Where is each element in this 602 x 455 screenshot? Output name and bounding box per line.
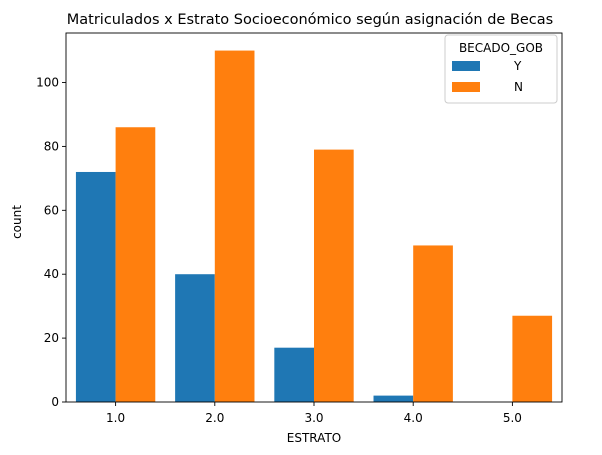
bar-n-4.0 [413, 245, 453, 402]
bar-y-3.0 [274, 347, 314, 402]
bar-n-1.0 [115, 127, 156, 402]
y-tick-label: 40 [44, 267, 59, 281]
legend: BECADO_GOB YN [444, 34, 558, 104]
x-tick-label: 4.0 [404, 411, 423, 425]
legend-label-n: N [514, 80, 523, 94]
x-tick-label: 1.0 [106, 411, 125, 425]
bar-y-1.0 [75, 171, 116, 402]
x-axis-title: ESTRATO [287, 431, 341, 445]
bar-y-2.0 [175, 274, 215, 402]
y-tick-label: 60 [44, 203, 59, 217]
bars [75, 50, 553, 402]
y-tick-label: 100 [36, 76, 59, 90]
x-tick-label: 3.0 [304, 411, 323, 425]
y-tick-label: 20 [44, 331, 59, 345]
bar-y-4.0 [373, 395, 414, 402]
y-axis-title: count [10, 205, 24, 239]
y-tick-label: 80 [44, 139, 59, 153]
x-tick-label: 2.0 [205, 411, 224, 425]
bar-n-5.0 [512, 315, 553, 402]
bar-n-3.0 [314, 149, 354, 402]
y-tick-label: 0 [51, 395, 59, 409]
legend-label-y: Y [513, 59, 522, 73]
legend-swatch-y [452, 61, 480, 71]
bar-n-2.0 [214, 50, 255, 402]
legend-title: BECADO_GOB [459, 41, 543, 55]
axes: 0 20 40 60 80 100 1.0 2.0 3.0 4.0 5.0 [36, 32, 563, 425]
x-tick-label: 5.0 [503, 411, 522, 425]
chart-title: Matriculados x Estrato Socioeconómico se… [67, 12, 553, 28]
legend-swatch-n [452, 82, 480, 92]
